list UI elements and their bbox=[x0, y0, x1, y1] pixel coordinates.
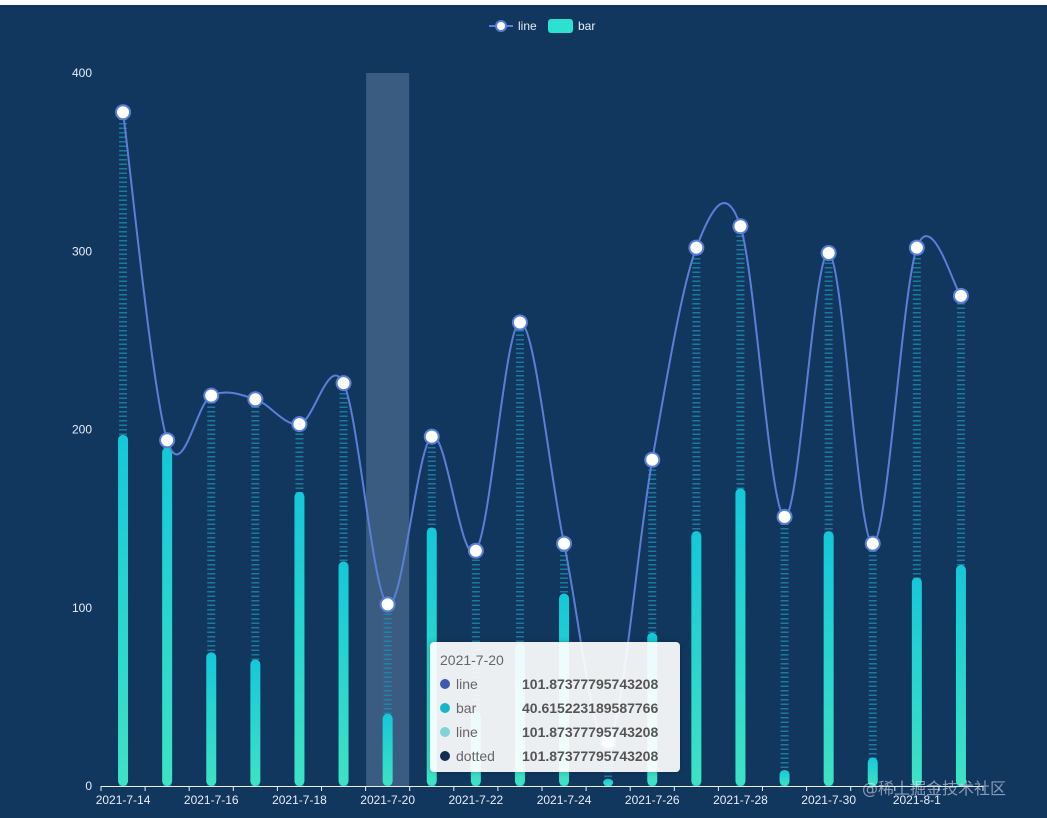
bar-mark bbox=[867, 757, 878, 786]
bar-mark bbox=[603, 778, 614, 786]
line-point bbox=[864, 535, 881, 552]
line-point bbox=[423, 428, 440, 445]
tooltip-row: line 101.87377795743208 bbox=[440, 720, 670, 744]
legend-label: bar bbox=[578, 19, 595, 33]
line-point bbox=[115, 104, 132, 121]
x-tick-label: 2021-7-30 bbox=[801, 793, 856, 807]
tooltip: 2021-7-20 line 101.87377795743208 bar 40… bbox=[430, 642, 680, 772]
x-tick-label: 2021-8-1 bbox=[893, 793, 941, 807]
legend-label: line bbox=[518, 19, 537, 33]
x-tick-label: 2021-7-14 bbox=[96, 793, 151, 807]
tooltip-row: bar 40.615223189587766 bbox=[440, 696, 670, 720]
x-tick-label: 2021-7-22 bbox=[448, 793, 503, 807]
tooltip-row-name: bar bbox=[456, 700, 477, 716]
hover-highlight-band bbox=[366, 73, 410, 786]
line-point bbox=[467, 542, 484, 559]
x-tick-label: 2021-7-18 bbox=[272, 793, 327, 807]
line-point bbox=[379, 596, 396, 613]
tooltip-row: dotted 101.87377795743208 bbox=[440, 744, 670, 768]
tooltip-bar-dot bbox=[440, 703, 450, 713]
bar-mark bbox=[823, 531, 834, 786]
legend-bar-symbol bbox=[548, 19, 573, 33]
chart-area: 2021-7-14 2021-7-16 2021-7-18 2021-7-20 2021… bbox=[0, 5, 1047, 818]
tooltip-title: 2021-7-20 bbox=[440, 652, 504, 668]
bar-mark bbox=[206, 652, 217, 786]
tooltip-row-name: dotted bbox=[456, 748, 495, 764]
bar-mark bbox=[735, 488, 746, 786]
bar-mark bbox=[955, 564, 966, 786]
tooltip-row-name: line bbox=[456, 676, 478, 692]
x-tick-label: 2021-7-20 bbox=[360, 793, 415, 807]
line-point bbox=[203, 387, 220, 404]
line-point bbox=[776, 508, 793, 525]
line-point bbox=[511, 314, 528, 331]
tooltip-line-dot bbox=[440, 679, 450, 689]
line-point bbox=[952, 287, 969, 304]
y-tick-label: 0 bbox=[85, 779, 92, 793]
bar-mark bbox=[911, 577, 922, 786]
watermark: @稀土掘金技术社区 bbox=[862, 779, 1007, 798]
line-point bbox=[820, 245, 837, 262]
x-tick-label: 2021-7-26 bbox=[625, 793, 680, 807]
bar-mark bbox=[779, 769, 790, 786]
x-tick-label: 2021-7-16 bbox=[184, 793, 239, 807]
tooltip-row-value: 101.87377795743208 bbox=[522, 676, 659, 692]
bar-mark bbox=[338, 561, 349, 786]
bar-mark bbox=[691, 531, 702, 786]
tooltip-row-value: 40.615223189587766 bbox=[522, 700, 659, 716]
line-point bbox=[908, 239, 925, 256]
bar-mark bbox=[294, 491, 305, 786]
x-tick-label: 2021-7-28 bbox=[713, 793, 768, 807]
legend-line-marker bbox=[495, 20, 507, 32]
line-point bbox=[335, 375, 352, 392]
tooltip-line2-dot bbox=[440, 727, 450, 737]
tooltip-dotted-dot bbox=[440, 751, 450, 761]
bar-mark bbox=[382, 713, 393, 786]
bar-mark bbox=[162, 447, 173, 786]
y-tick-label: 200 bbox=[72, 423, 92, 437]
line-point bbox=[247, 391, 264, 408]
y-tick-label: 300 bbox=[72, 244, 92, 258]
tooltip-row-name: line bbox=[456, 724, 478, 740]
line-point bbox=[732, 218, 749, 235]
line-point bbox=[644, 451, 661, 468]
y-tick-label: 400 bbox=[72, 66, 92, 80]
line-point bbox=[291, 416, 308, 433]
line-point bbox=[688, 239, 705, 256]
x-tick-label: 2021-7-24 bbox=[537, 793, 592, 807]
tooltip-row-value: 101.87377795743208 bbox=[522, 748, 659, 764]
bar-mark bbox=[118, 434, 129, 786]
line-point bbox=[556, 535, 573, 552]
y-tick-label: 100 bbox=[72, 601, 92, 615]
bar-mark bbox=[250, 659, 261, 786]
line-point bbox=[159, 432, 176, 449]
tooltip-row-value: 101.87377795743208 bbox=[522, 724, 659, 740]
tooltip-row: line 101.87377795743208 bbox=[440, 672, 670, 696]
